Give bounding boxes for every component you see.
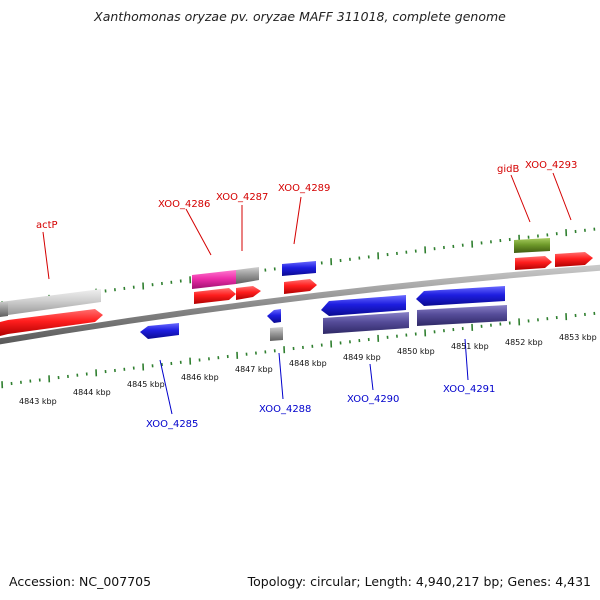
gene-arrow-xoo-4288-gray[interactable] [270, 327, 283, 341]
scale-label: 4843 kbp [19, 397, 57, 406]
reverse-strand-features [140, 286, 507, 341]
forward-strand-features [0, 238, 593, 336]
gene-arrow-xoo-4289[interactable] [284, 279, 317, 294]
callout-xoo-4291 [464, 338, 469, 381]
genome-backbone [0, 264, 600, 345]
gene-arrow-gidb[interactable] [515, 256, 552, 270]
accession-text: Accession: NC_007705 [9, 574, 152, 589]
scale-label: 4845 kbp [127, 380, 165, 389]
gene-label-gidb[interactable]: gidB [497, 164, 519, 175]
callout-xoo-4286 [185, 208, 212, 256]
scale-label: 4847 kbp [235, 365, 273, 374]
callout-actp [42, 231, 50, 280]
gene-arrow-xoo-4293[interactable] [555, 252, 593, 267]
gene-label-xoo-4286[interactable]: XOO_4286 [158, 199, 210, 210]
callout-gidb [510, 174, 531, 223]
scale-label: 4853 kbp [559, 333, 597, 342]
scale-label: 4850 kbp [397, 347, 435, 356]
callout-xoo-4285 [159, 359, 173, 415]
reverse-tick-row [1, 311, 596, 389]
scale-label: 4848 kbp [289, 359, 327, 368]
gene-arrow-gidb-olive[interactable] [514, 238, 550, 253]
gene-arrow-xoo-4286[interactable] [194, 288, 236, 304]
gene-arrow-actp-light[interactable] [8, 289, 101, 315]
gene-arrow-xoo-4289-blue[interactable] [282, 261, 316, 276]
gene-arrow-xoo-4291-dark[interactable] [417, 305, 507, 326]
gene-label-xoo-4289[interactable]: XOO_4289 [278, 183, 330, 194]
gene-arrow-actp[interactable] [0, 309, 103, 336]
scale-label: 4846 kbp [181, 373, 219, 382]
gene-arrow-xoo-4286-gray[interactable] [236, 267, 259, 284]
scale-labels: 4843 kbp 4844 kbp 4845 kbp 4846 kbp 4847… [19, 333, 597, 406]
gene-arrow-xoo-4290[interactable] [321, 295, 406, 316]
gene-arrow-xoo-4288-blue[interactable] [267, 309, 281, 323]
gene-arrow-xoo-4285[interactable] [140, 323, 179, 339]
callout-xoo-4288 [278, 352, 284, 400]
gene-label-xoo-4293[interactable]: XOO_4293 [525, 160, 577, 171]
gene-label-xoo-4291[interactable]: XOO_4291 [443, 384, 495, 395]
callout-lines [42, 172, 572, 415]
gene-arrow-xoo-4290-dark[interactable] [323, 312, 409, 334]
gene-label-actp[interactable]: actP [36, 220, 58, 231]
gene-arrow-xoo-4291[interactable] [416, 286, 505, 306]
scale-label: 4844 kbp [73, 388, 111, 397]
genome-title: Xanthomonas oryzae pv. oryzae MAFF 31101… [94, 9, 506, 24]
gene-label-xoo-4285[interactable]: XOO_4285 [146, 419, 198, 430]
scale-label: 4849 kbp [343, 353, 381, 362]
callout-xoo-4293 [552, 172, 572, 221]
scale-label: 4851 kbp [451, 342, 489, 351]
gene-arrow-actp-gray[interactable] [0, 301, 8, 317]
gene-label-xoo-4288[interactable]: XOO_4288 [259, 404, 311, 415]
gene-labels: actP XOO_4285 XOO_4286 XOO_4287 XOO_4288… [36, 160, 577, 430]
gene-arrow-xoo-4287[interactable] [236, 286, 261, 300]
gene-label-xoo-4287[interactable]: XOO_4287 [216, 192, 268, 203]
topology-text: Topology: circular; Length: 4,940,217 bp… [247, 574, 591, 589]
callout-xoo-4290 [369, 363, 374, 391]
scale-label: 4852 kbp [505, 338, 543, 347]
callout-xoo-4289 [293, 196, 302, 245]
gene-label-xoo-4290[interactable]: XOO_4290 [347, 394, 399, 405]
gene-arrow-xoo-4286-magenta[interactable] [192, 270, 236, 289]
